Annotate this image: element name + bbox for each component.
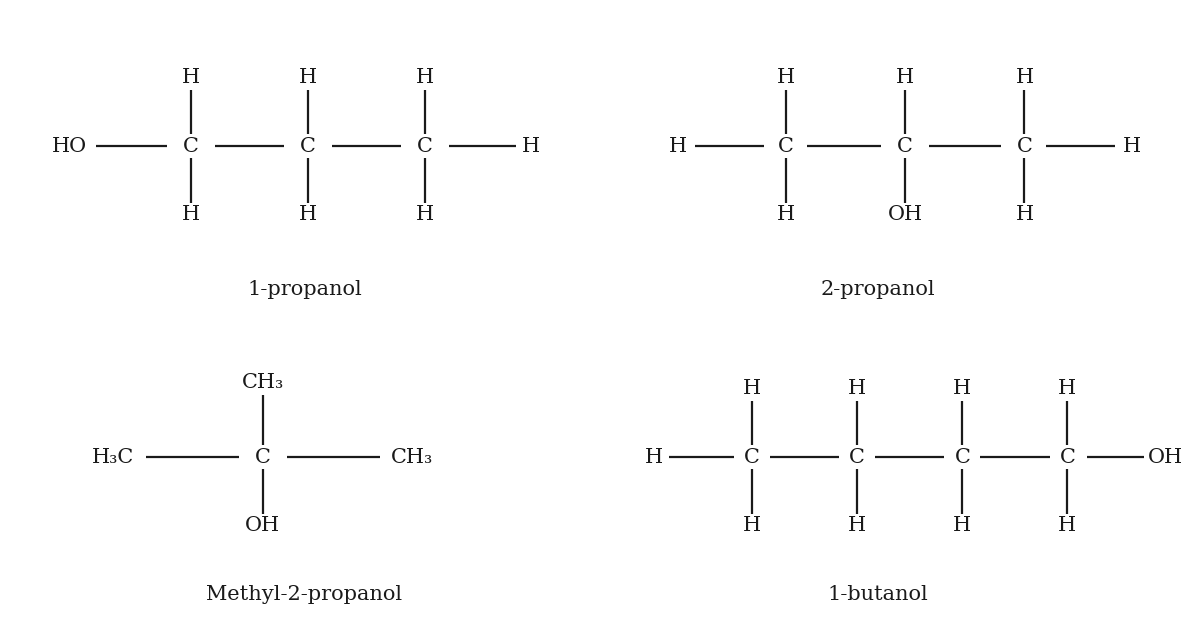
Text: OH: OH (887, 205, 923, 224)
Text: H: H (181, 205, 201, 224)
Text: H: H (416, 68, 435, 87)
Text: H: H (743, 516, 762, 535)
Text: 2-propanol: 2-propanol (820, 280, 935, 299)
Text: C: C (300, 137, 316, 156)
Text: H: H (776, 68, 795, 87)
Text: C: C (254, 448, 271, 466)
Text: Methyl-2-propanol: Methyl-2-propanol (207, 585, 402, 603)
Text: C: C (954, 448, 971, 466)
Text: 1-propanol: 1-propanol (247, 280, 362, 299)
Text: C: C (849, 448, 866, 466)
Text: 1-butanol: 1-butanol (827, 585, 928, 603)
Text: H: H (522, 137, 541, 156)
Text: H: H (645, 448, 664, 466)
Text: H: H (953, 379, 972, 398)
Text: C: C (417, 137, 433, 156)
Text: H: H (181, 68, 201, 87)
Text: H: H (848, 516, 867, 535)
Text: OH: OH (245, 516, 281, 535)
Text: H: H (743, 379, 762, 398)
Text: H: H (298, 68, 318, 87)
Text: C: C (897, 137, 913, 156)
Text: H: H (776, 205, 795, 224)
Text: C: C (744, 448, 761, 466)
Text: C: C (183, 137, 199, 156)
Text: C: C (1059, 448, 1076, 466)
Text: H: H (298, 205, 318, 224)
Text: H: H (1122, 137, 1141, 156)
Text: H: H (1058, 516, 1077, 535)
Text: CH₃: CH₃ (390, 448, 433, 466)
Text: H: H (669, 137, 688, 156)
Text: H: H (416, 205, 435, 224)
Text: H: H (1015, 68, 1034, 87)
Text: H: H (1015, 205, 1034, 224)
Text: H₃C: H₃C (92, 448, 135, 466)
Text: H: H (1058, 379, 1077, 398)
Text: OH: OH (1147, 448, 1183, 466)
Text: H: H (953, 516, 972, 535)
Text: H: H (896, 68, 915, 87)
Text: CH₃: CH₃ (241, 373, 284, 392)
Text: H: H (848, 379, 867, 398)
Text: C: C (1016, 137, 1033, 156)
Text: HO: HO (51, 137, 87, 156)
Text: C: C (777, 137, 794, 156)
